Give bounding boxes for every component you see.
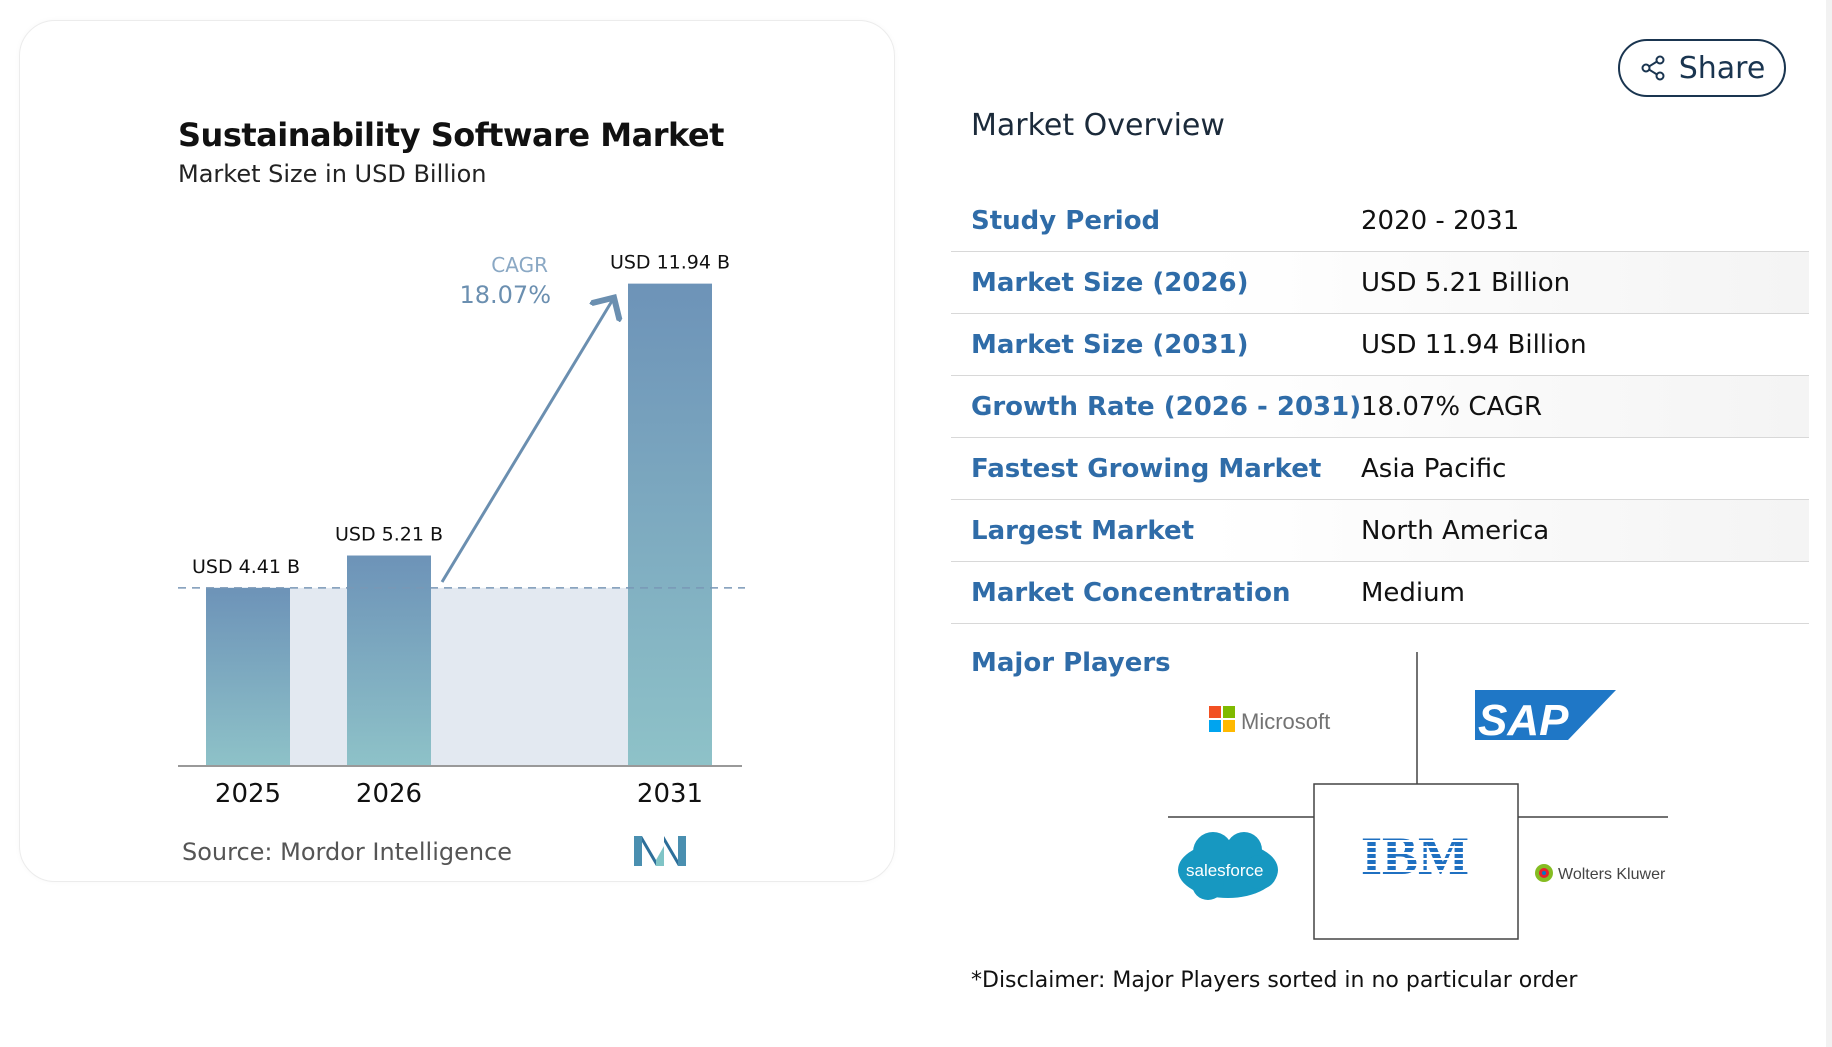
- cagr-label: CAGR: [491, 253, 548, 277]
- bar-2031: [628, 283, 712, 766]
- salesforce-logo-icon: salesforce: [1178, 832, 1278, 900]
- share-button[interactable]: Share: [1618, 39, 1786, 97]
- market-overview-title: Market Overview: [971, 108, 1225, 143]
- major-players-grid: Microsoft SAP salesforce IBM Wolters Klu…: [1168, 652, 1668, 940]
- data-label-2026: USD 5.21 B: [335, 524, 443, 546]
- share-label: Share: [1678, 50, 1766, 86]
- row-value: USD 11.94 Billion: [1361, 329, 1587, 360]
- sap-logo-icon: SAP: [1475, 690, 1616, 745]
- wolters-kluwer-logo-icon: Wolters Kluwer: [1535, 864, 1666, 883]
- cagr-arrow: [440, 298, 614, 583]
- overview-row-fastest-growing-market: Fastest Growing Market Asia Pacific: [951, 438, 1809, 500]
- row-label: Largest Market: [971, 515, 1195, 546]
- overview-row-market-concentration: Market Concentration Medium: [951, 562, 1809, 624]
- row-label: Study Period: [971, 205, 1161, 236]
- overview-row-largest-market: Largest Market North America: [951, 500, 1809, 562]
- chart-title: Sustainability Software Market: [178, 116, 724, 154]
- row-value: Asia Pacific: [1361, 453, 1507, 484]
- bar-2026: [347, 555, 431, 766]
- row-value: 18.07% CAGR: [1361, 391, 1543, 422]
- data-label-2025: USD 4.41 B: [192, 556, 300, 578]
- baseline-shade-area: [206, 587, 712, 766]
- overview-row-study-period: Study Period 2020 - 2031: [951, 190, 1809, 252]
- microsoft-logo-text: Microsoft: [1241, 709, 1330, 734]
- page-edge-divider: [1826, 0, 1832, 1047]
- mordor-intelligence-logo-icon: [634, 836, 686, 866]
- cagr-value: 18.07%: [459, 281, 551, 309]
- row-value: North America: [1361, 515, 1550, 546]
- row-label: Growth Rate (2026 - 2031): [971, 391, 1362, 422]
- market-overview-table: Study Period 2020 - 2031 Market Size (20…: [951, 190, 1809, 624]
- major-players-label: Major Players: [971, 648, 1171, 678]
- sap-logo-text: SAP: [1478, 696, 1569, 745]
- row-value: USD 5.21 Billion: [1361, 267, 1571, 298]
- overview-row-growth-rate: Growth Rate (2026 - 2031) 18.07% CAGR: [951, 376, 1809, 438]
- chart-subtitle: Market Size in USD Billion: [178, 160, 487, 188]
- salesforce-logo-text: salesforce: [1186, 861, 1263, 880]
- row-label: Fastest Growing Market: [971, 453, 1322, 484]
- disclaimer-text: *Disclaimer: Major Players sorted in no …: [971, 968, 1578, 993]
- share-icon: [1641, 55, 1665, 81]
- row-label: Market Size (2026): [971, 267, 1249, 298]
- x-tick-label-2025: 2025: [215, 779, 281, 809]
- row-value: Medium: [1361, 577, 1465, 608]
- microsoft-logo-icon: Microsoft: [1209, 706, 1330, 734]
- wolters-kluwer-logo-text: Wolters Kluwer: [1558, 866, 1666, 883]
- overview-row-market-size-2031: Market Size (2031) USD 11.94 Billion: [951, 314, 1809, 376]
- overview-row-market-size-2026: Market Size (2026) USD 5.21 Billion: [951, 252, 1809, 314]
- row-label: Market Size (2031): [971, 329, 1249, 360]
- source-text: Source: Mordor Intelligence: [182, 838, 513, 866]
- x-tick-label-2026: 2026: [356, 779, 422, 809]
- ibm-logo-icon: IBM: [1356, 826, 1469, 886]
- row-label: Market Concentration: [971, 577, 1291, 608]
- x-tick-label-2031: 2031: [637, 779, 703, 809]
- bar-chart: 2025 2026 2031 USD 4.41 B USD 5.21 B USD 11.9…: [178, 252, 745, 809]
- bar-2025: [206, 587, 290, 766]
- data-label-2031: USD 11.94 B: [610, 252, 730, 274]
- row-value: 2020 - 2031: [1361, 205, 1520, 236]
